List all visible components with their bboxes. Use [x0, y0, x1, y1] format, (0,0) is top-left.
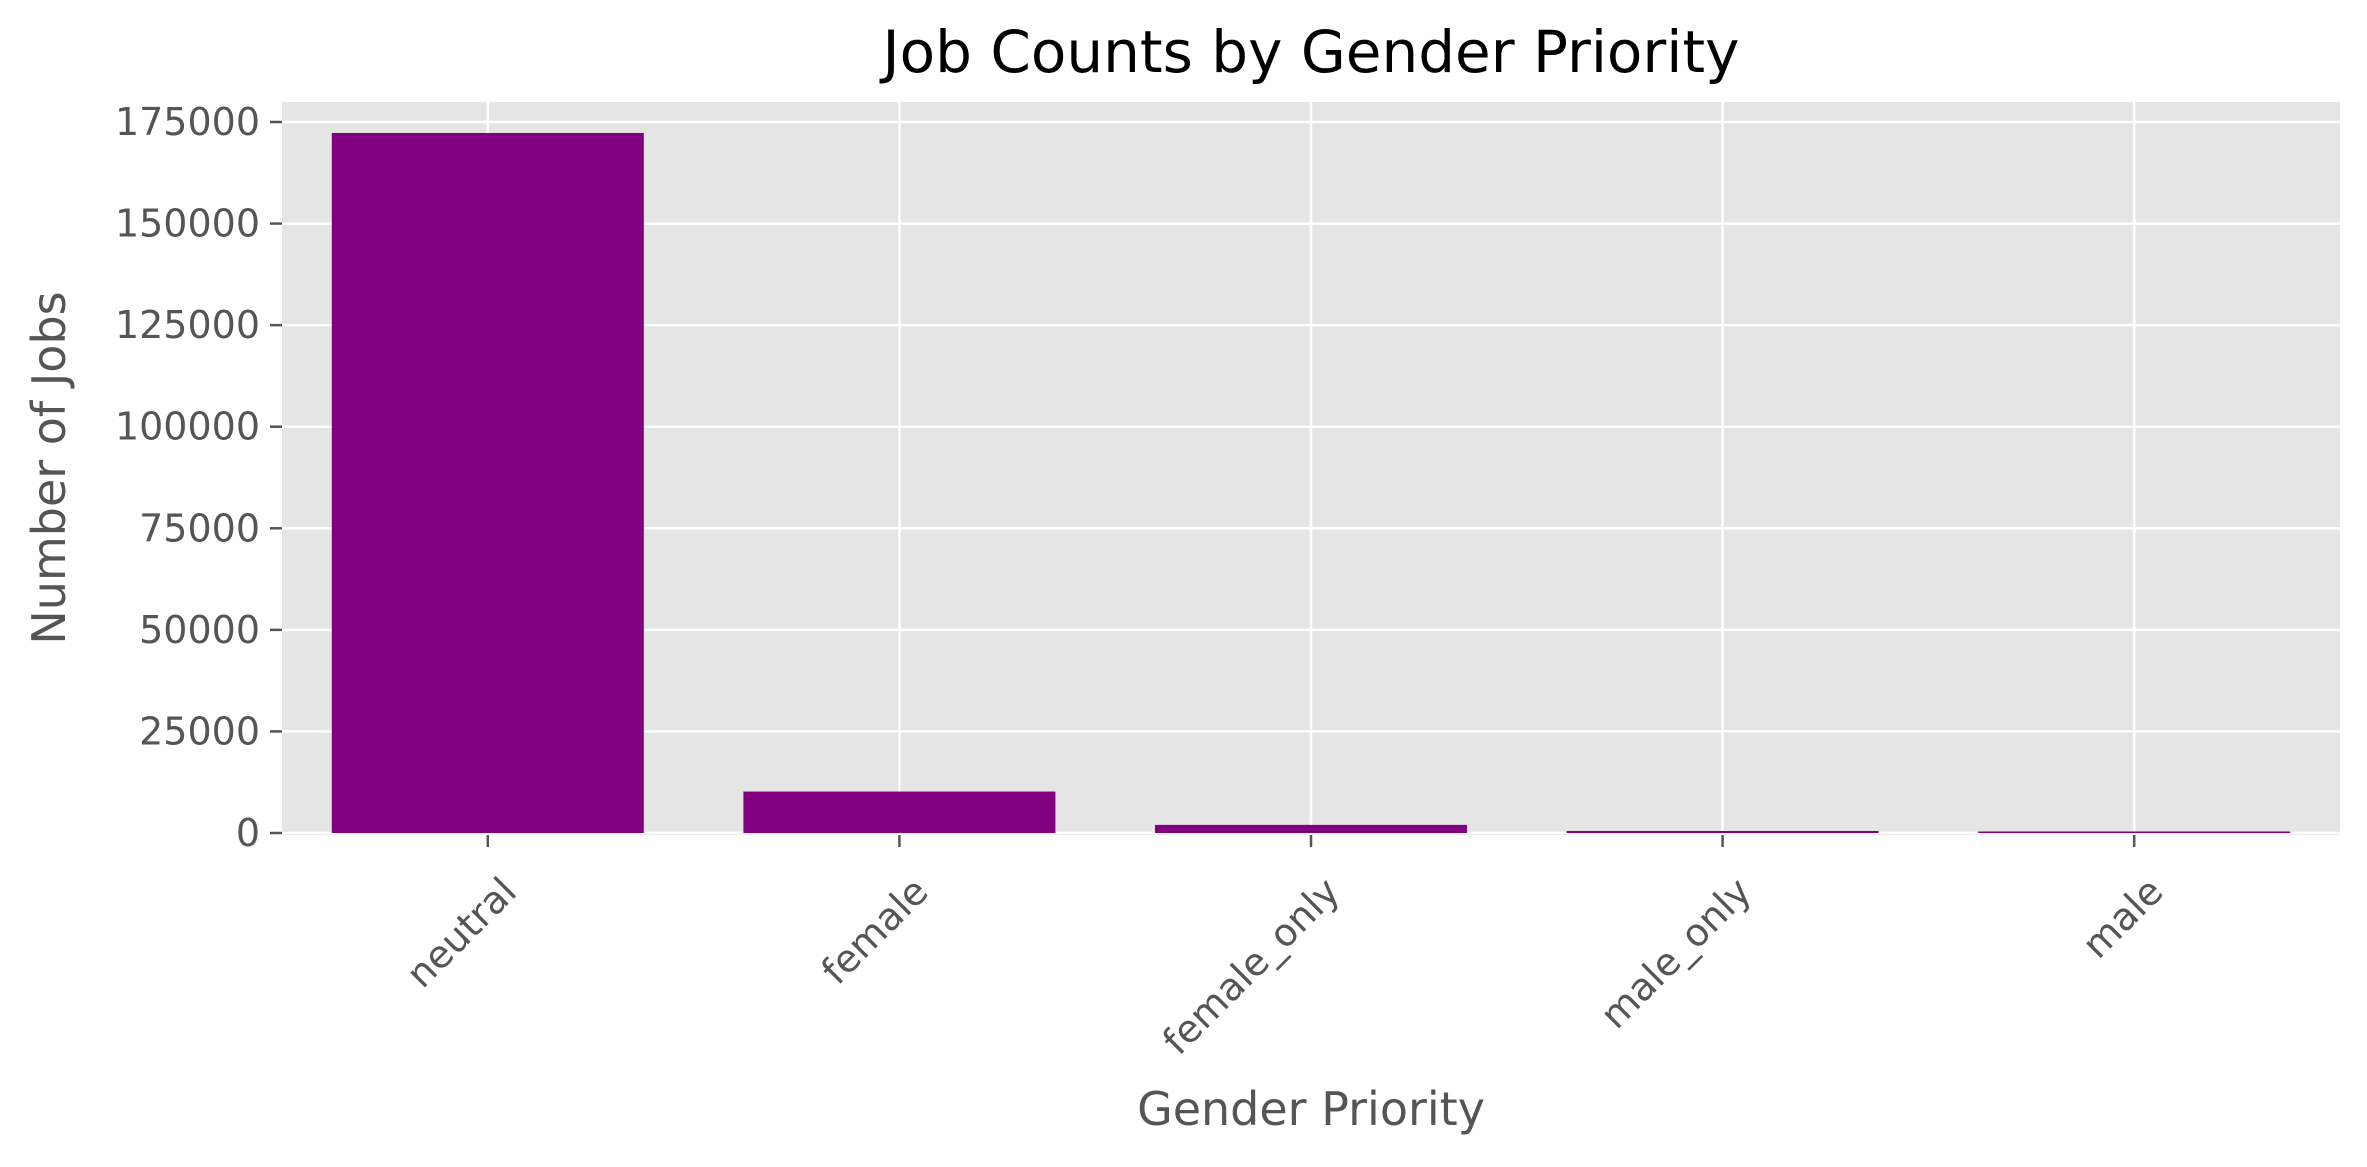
y-tick-label: 75000 — [139, 506, 260, 550]
y-tick-label: 150000 — [115, 202, 260, 246]
bar-female_only — [1155, 824, 1467, 833]
bars — [331, 132, 2291, 833]
y-tick-label: 0 — [236, 811, 260, 855]
chart-title: Job Counts by Gender Priority — [880, 18, 1740, 86]
y-axis-ticks: 0 25000 50000 75000 100000 125000 150000 175000 — [115, 100, 282, 855]
x-tick-label: neutral — [398, 869, 525, 996]
y-tick-label: 125000 — [115, 303, 260, 347]
y-tick-label: 50000 — [139, 608, 260, 652]
x-axis-ticks: neutral female female_only male_only male — [398, 835, 2172, 1063]
x-tick-label: female — [813, 869, 937, 993]
x-tick-label: male_only — [1592, 869, 1760, 1037]
y-axis-label: Number of Jobs — [22, 291, 76, 644]
x-tick-label: female_only — [1154, 869, 1348, 1063]
bar-female — [743, 791, 1056, 833]
bar-male — [1978, 831, 2291, 833]
bar-neutral — [331, 132, 644, 833]
y-tick-label: 25000 — [139, 709, 260, 753]
y-tick-label: 100000 — [115, 405, 260, 449]
bar-male_only — [1566, 830, 1879, 833]
x-tick-label: male — [2074, 869, 2172, 967]
y-tick-label: 175000 — [115, 100, 260, 144]
x-axis-label: Gender Priority — [1137, 1082, 1485, 1136]
